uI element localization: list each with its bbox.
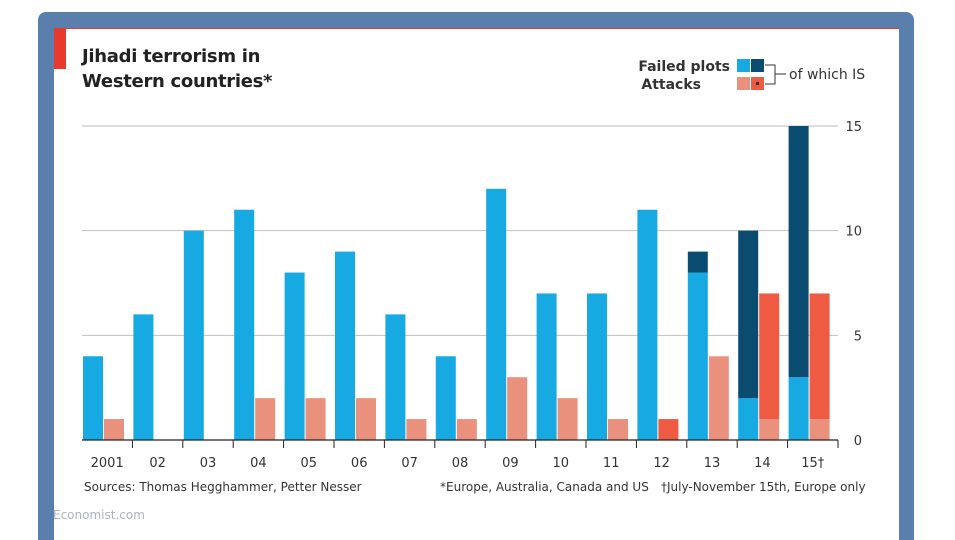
x-tick-label: 03 <box>200 456 217 471</box>
legend-failed-plots-label: Failed plots <box>638 59 730 75</box>
bar-failed-plots <box>587 293 607 440</box>
x-tick-label: 02 <box>149 456 166 471</box>
red-tag <box>54 29 66 69</box>
legend-swatch-attacks-is-marker <box>756 82 759 85</box>
legend-swatch-failed-plots <box>737 59 750 72</box>
y-tick-label: 5 <box>854 329 862 344</box>
x-tick-label: 08 <box>452 456 469 471</box>
bar-failed-plots <box>788 377 809 440</box>
chart-title: Jihadi terrorism in Western countries* <box>82 46 273 92</box>
bar-failed-plots <box>385 314 406 440</box>
x-tick-label: 07 <box>401 456 418 471</box>
y-tick-label: 15 <box>845 120 862 135</box>
bar-failed-plots-is <box>788 126 809 378</box>
bar-attacks <box>608 419 628 440</box>
bar-attacks <box>104 419 124 440</box>
x-tick-label: 15† <box>801 456 825 471</box>
x-tick-label: 13 <box>704 456 721 471</box>
bar-attacks <box>809 419 830 440</box>
bar-failed-plots <box>687 272 708 440</box>
bar-attacks-is <box>658 419 679 440</box>
bar-attacks <box>557 398 578 440</box>
axes: 2001 02 03 04 05 06 07 08 09 10 11 12 13 14 15† <box>82 439 839 471</box>
bar-failed-plots <box>284 272 305 440</box>
legend-swatch-attacks <box>737 77 750 90</box>
bar-attacks <box>456 419 477 440</box>
sources-note: Sources: Thomas Hegghammer, Petter Nesse… <box>84 480 362 494</box>
bar-failed-plots <box>133 314 154 440</box>
x-tick-label: 2001 <box>91 456 124 471</box>
y-tick-label: 10 <box>845 225 862 240</box>
footnote-dates: †July-November 15th, Europe only <box>661 480 866 494</box>
bar-failed-plots <box>738 398 759 440</box>
gridlines: 0 5 10 15 <box>82 120 862 449</box>
footnote-region: *Europe, Australia, Canada and US <box>440 480 649 494</box>
bar-failed-plots <box>183 230 204 440</box>
x-tick-label: 12 <box>653 456 670 471</box>
x-tick-label: 04 <box>250 456 267 471</box>
bar-attacks <box>255 398 276 440</box>
bar-attacks-is <box>759 293 780 420</box>
bars <box>83 126 830 440</box>
legend-swatch-failed-plots-is <box>751 59 764 72</box>
bar-failed-plots <box>637 209 658 440</box>
brand-logo[interactable]: Economist.com <box>53 508 145 522</box>
bar-failed-plots <box>486 188 507 440</box>
legend-attacks-label: Attacks <box>641 77 701 93</box>
x-tick-label: 14 <box>754 456 771 471</box>
x-tick-label: 05 <box>301 456 318 471</box>
y-tick-label: 0 <box>854 434 862 449</box>
x-tick-label: 06 <box>351 456 368 471</box>
legend-of-which-is-label: of which IS <box>789 67 865 83</box>
bar-failed-plots <box>435 356 456 440</box>
bar-failed-plots <box>234 209 255 440</box>
bar-failed-plots <box>83 356 103 440</box>
legend-bracket <box>765 64 786 85</box>
x-tick-label: 09 <box>502 456 519 471</box>
bar-attacks <box>708 356 729 440</box>
bar-attacks-is <box>809 293 830 420</box>
legend: Failed plots Attacks of which IS <box>638 59 865 93</box>
x-tick-label: 11 <box>603 456 620 471</box>
bar-failed-plots-is <box>738 230 759 399</box>
bar-attacks <box>305 398 326 440</box>
bar-failed-plots <box>536 293 557 440</box>
bar-attacks <box>759 419 780 440</box>
bar-failed-plots-is <box>687 251 708 273</box>
bar-attacks <box>406 419 427 440</box>
x-tick-label: 10 <box>553 456 570 471</box>
bar-attacks <box>507 377 528 440</box>
top-rule <box>54 28 899 29</box>
bar-failed-plots <box>335 251 355 440</box>
bar-attacks <box>356 398 376 440</box>
